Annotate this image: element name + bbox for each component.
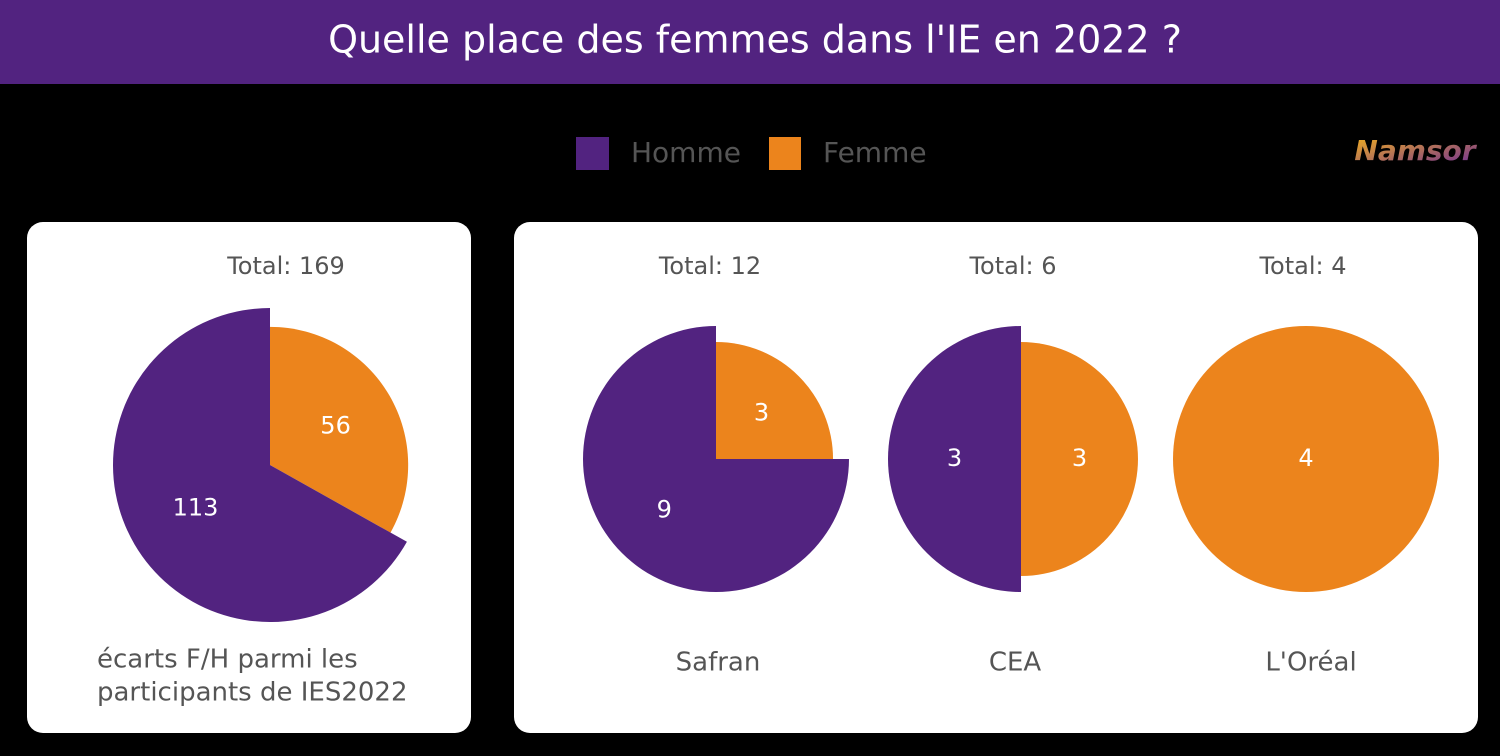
- pie-value-label: 56: [320, 412, 351, 440]
- pie-value-label: 3: [754, 398, 769, 426]
- pie-slice: [1173, 326, 1439, 592]
- pie-caption: participants de IES2022: [97, 678, 408, 708]
- pie-total: Total: 4: [1258, 252, 1346, 280]
- pie-total: Total: 6: [968, 252, 1056, 280]
- pie-slice: [1021, 341, 1138, 577]
- pie-slice: [583, 326, 849, 592]
- pie-value-label: 3: [1072, 444, 1087, 472]
- legend-swatch: [769, 137, 801, 170]
- legend-label: Femme: [823, 136, 927, 169]
- pie-slice: [888, 326, 1021, 592]
- pie-caption: L'Oréal: [1265, 648, 1356, 678]
- pie-value-label: 113: [173, 494, 219, 522]
- pie-slice: [716, 341, 834, 459]
- pie-caption: CEA: [989, 648, 1042, 678]
- pie-slice: [270, 326, 409, 533]
- logo: Namsor: [1354, 134, 1477, 167]
- title-band: [0, 0, 1500, 84]
- pie-value-label: 9: [657, 496, 672, 524]
- pie-total: Total: 12: [658, 252, 761, 280]
- legend-label: Homme: [631, 136, 741, 169]
- pie-caption: écarts F/H parmi les: [97, 645, 358, 675]
- pie-value-label: 3: [947, 444, 962, 472]
- pie-total: Total: 169: [226, 252, 345, 280]
- pie-value-label: 4: [1298, 444, 1313, 472]
- page-title: Quelle place des femmes dans l'IE en 202…: [328, 18, 1182, 62]
- legend-swatch: [576, 137, 609, 170]
- pie-caption: Safran: [676, 648, 761, 678]
- pie-slice: [113, 308, 407, 622]
